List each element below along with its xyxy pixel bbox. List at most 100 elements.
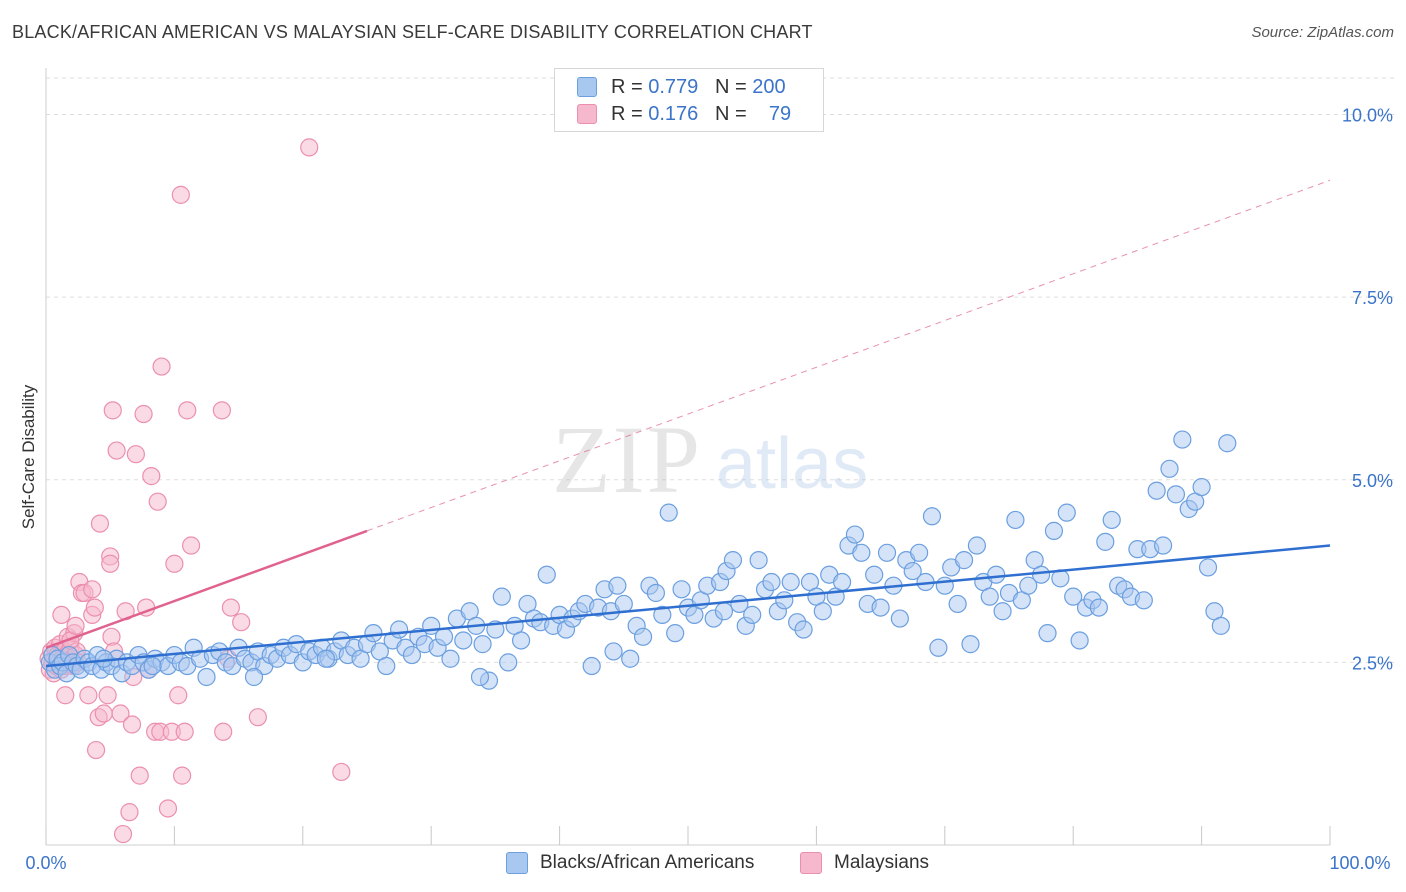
malaysians-point [52,605,71,625]
legend-swatch-pink [800,852,822,874]
blacks-point [582,656,601,676]
legend-n-label: N = [715,102,747,125]
malaysians-point [332,762,351,782]
malaysians-point [248,708,267,727]
blacks-point [608,576,627,595]
legend-swatch-blue [577,77,597,97]
blacks-point [749,551,768,570]
malaysians-point [111,704,130,723]
malaysians-point [94,704,113,723]
blacks-point [1198,558,1218,577]
malaysians-point [158,799,178,818]
malaysians-point [120,803,139,822]
blacks-point [492,587,511,606]
blacks-point [1070,631,1089,650]
malaysians-point [134,404,153,424]
blacks-point [1031,565,1051,584]
blacks-point [434,627,454,646]
series-legend-blacks[interactable]: Blacks/African Americans [506,852,754,874]
blacks-point [993,602,1012,621]
blacks-point [1192,477,1211,497]
malaysians-point [83,580,102,599]
malaysians-trend-line [45,529,368,649]
blacks-point [948,594,967,614]
blacks-point [666,624,685,643]
malaysians-point [152,357,171,376]
blacks-point [499,653,518,672]
malaysians-point [173,766,192,785]
malaysians-point [56,686,75,705]
blacks-point [377,656,396,676]
legend-r-value: 0.779 [648,75,699,98]
blacks-point [1096,532,1115,551]
blacks-point [143,656,162,676]
malaysians-point [181,536,201,555]
blacks-point [1089,598,1108,617]
legend-r-value: 0.176 [648,102,699,125]
blacks-point [723,551,743,570]
blacks-point [903,561,922,581]
blacks-point [775,591,794,610]
malaysians-point [214,722,233,741]
blacks-point [935,576,954,595]
blacks-point [659,503,678,522]
blacks-point [813,602,832,621]
legend-swatch-blue [506,852,528,874]
malaysians-point [98,686,117,705]
blacks-point [980,587,999,606]
blacks-point [987,565,1006,584]
blacks-point [852,543,871,562]
series-legend-malaysians[interactable]: Malaysians [800,852,929,874]
malaysians-point [221,598,240,617]
blacks-point [865,565,884,584]
malaysians-point [175,722,194,741]
malaysians-point [148,492,167,511]
blacks-point [1057,503,1076,522]
blacks-point [614,594,633,614]
blacks-point [743,605,762,625]
blacks-point [94,649,113,668]
y-axis-label: Self-Care Disability [19,384,38,529]
watermark-zip: ZIP [552,406,702,513]
blacks-point [537,565,556,584]
blacks-point [244,667,264,687]
malaysians-point [232,613,251,632]
grid-lines: 2.5% 5.0% 7.5% 10.0% [46,77,1394,673]
malaysians-point [103,401,122,420]
malaysians-point [90,514,110,533]
blacks-point [1019,576,1038,595]
blacks-point [1006,510,1025,530]
legend-n-value: 79 [768,102,792,125]
malaysians-point [178,401,197,420]
malaysians-point [165,554,184,573]
blacks-point [1102,510,1121,530]
source-label: Source: ZipAtlas.com [1251,24,1394,41]
malaysians-point [300,138,319,157]
watermark-atlas: atlas [716,424,868,504]
malaysians-point [85,598,104,617]
blacks-point [871,598,890,617]
legend-swatch-pink [577,104,597,124]
watermark: ZIP atlas [552,406,868,513]
malaysians-point [171,185,190,204]
malaysians-trend-extension [366,179,1331,532]
axes: 0.0% 100.0% [25,68,1391,873]
blacks-point [316,649,336,668]
y-tick-label: 5.0% [1352,471,1393,491]
blacks-point [470,667,490,687]
blacks-point [653,605,672,625]
blacks-point [954,551,974,570]
malaysians-point [79,686,98,705]
blacks-point [402,645,422,665]
blacks-point [197,667,216,687]
blacks-point [967,536,987,555]
y-tick-label: 2.5% [1352,653,1393,673]
blacks-point [832,572,852,592]
blacks-point [1134,591,1153,610]
blacks-point [1173,430,1192,449]
legend-n-value: 200 [752,75,786,98]
blacks-point [910,543,929,562]
blacks-point [845,525,865,544]
blacks-point [473,635,492,654]
blacks-point [877,543,897,562]
